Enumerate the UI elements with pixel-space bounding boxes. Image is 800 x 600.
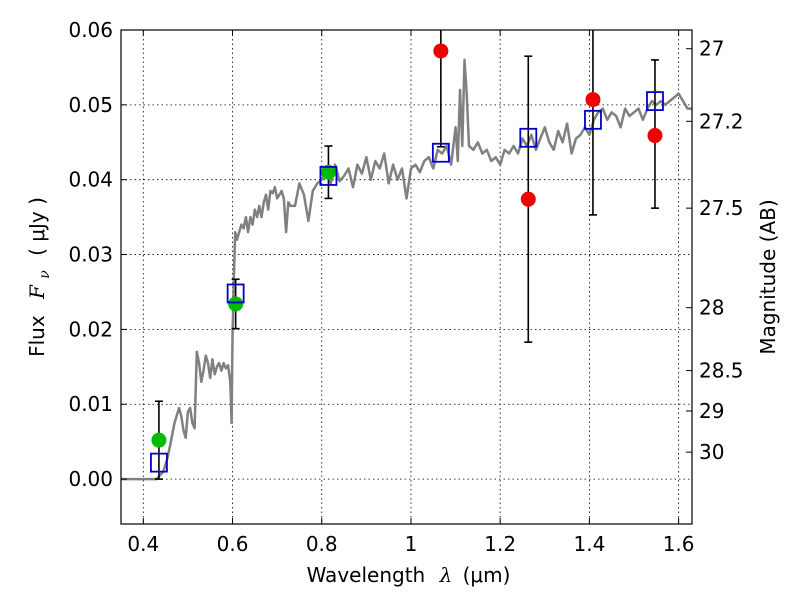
y-tick-label: 0.01: [68, 392, 113, 416]
model-flux-square: [646, 91, 664, 112]
x-tick-label: 1.2: [484, 532, 516, 556]
red-data-point: [647, 128, 663, 144]
model-flux-square: [431, 142, 450, 163]
red-data-point: [585, 92, 601, 108]
green-data-point: [228, 296, 244, 312]
y-tick-label: 0.00: [68, 467, 113, 491]
y-tick-label: 0.04: [68, 168, 113, 192]
model-flux-square: [584, 109, 602, 130]
y2-tick-label: 28.5: [699, 359, 744, 383]
x-tick-label: 1: [405, 532, 418, 556]
y2-tick-label: 27: [699, 37, 724, 61]
y2-tick-label: 30: [699, 440, 724, 464]
x-axis-label: Wavelength λ (μm): [307, 563, 511, 587]
x-tick-label: 1.4: [573, 532, 605, 556]
green-data-point: [151, 432, 167, 448]
y-axis-label-subscript: ν: [37, 270, 53, 279]
tick-layer: 0.4 0.6 0.8 1 1.2 1.4 1.6 0.00 0.01 0.02 0.03 0.04 0…: [68, 18, 743, 556]
x-tick-label: 0.4: [127, 532, 159, 556]
y2-axis-label: Magnitude (AB): [756, 199, 780, 354]
y-tick-label: 0.06: [68, 18, 113, 42]
model-flux-square: [226, 283, 245, 304]
y-axis-label: Flux F ν ( μJy ): [25, 197, 54, 357]
y-axis-label-unit: ( μJy ): [25, 197, 49, 256]
y2-tick-label: 27.5: [699, 196, 744, 220]
grid-lines: [121, 29, 692, 524]
y-axis-label-text: Flux: [25, 315, 49, 357]
model-flux-square: [150, 452, 168, 473]
y2-tick-label: 27.2: [699, 109, 744, 133]
red-data-point: [520, 191, 536, 207]
y-tick-label: 0.02: [68, 317, 113, 341]
x-tick-label: 1.6: [663, 532, 695, 556]
green-data-point: [320, 164, 336, 180]
spectrum-line: [121, 58, 692, 481]
y-tick-label: 0.03: [68, 243, 113, 267]
y-tick-label: 0.05: [68, 93, 113, 117]
y-axis-label-symbol: F: [25, 284, 49, 300]
x-axis-label-symbol: λ: [439, 563, 453, 587]
spectrum-layer: [121, 58, 692, 481]
x-tick-label: 0.6: [217, 532, 249, 556]
x-axis-label-unit: (μm): [463, 563, 511, 587]
y2-tick-label: 28: [699, 296, 724, 320]
model-flux-square: [319, 166, 338, 186]
plot-frame: [120, 29, 693, 525]
x-axis-label-text: Wavelength: [307, 563, 426, 587]
y2-tick-label: 29: [699, 399, 724, 423]
x-tick-label: 0.8: [306, 532, 338, 556]
marker-layer: [150, 43, 664, 473]
model-flux-square: [519, 127, 538, 148]
red-data-point: [433, 43, 449, 59]
